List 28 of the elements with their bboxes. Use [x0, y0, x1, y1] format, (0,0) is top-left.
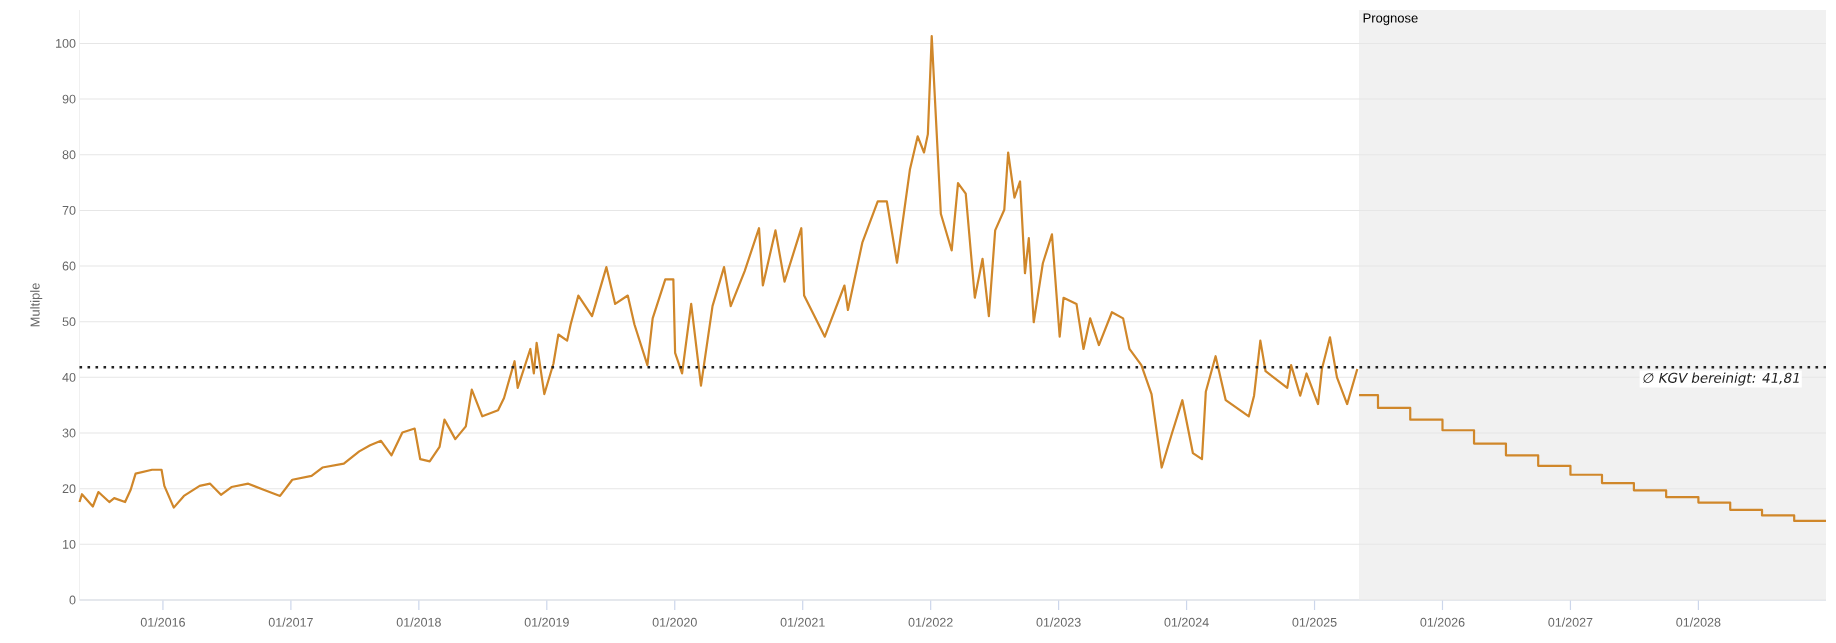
- x-tick-label: 01/2027: [1548, 617, 1593, 627]
- band-label: Prognose: [1363, 13, 1418, 26]
- y-tick-label: 10: [63, 539, 76, 549]
- y-axis-title: Multiple: [30, 283, 43, 327]
- line-series: [78, 35, 1359, 509]
- x-tick-label: 01/2026: [1420, 617, 1465, 627]
- x-tick-label: 01/2018: [396, 617, 441, 627]
- y-tick-label: 0: [69, 595, 76, 605]
- x-tick-label: 01/2023: [1036, 617, 1081, 627]
- ref-line-label: ∅ KGV bereinigt: 41,81: [1642, 372, 1799, 386]
- y-tick-label: 80: [62, 150, 76, 160]
- x-tick-label: 01/2016: [140, 617, 185, 627]
- x-tick-label: 01/2024: [1164, 617, 1209, 627]
- y-tick-label: 40: [62, 372, 76, 382]
- x-tick-label: 01/2017: [268, 617, 313, 627]
- x-tick-label: 01/2022: [908, 617, 953, 627]
- y-tick-label: 100: [56, 38, 76, 48]
- y-tick-label: 70: [62, 205, 76, 215]
- y-tick-label: 60: [62, 261, 76, 271]
- x-tick-label: 01/2025: [1292, 617, 1337, 627]
- x-tick-label: 01/2021: [780, 617, 825, 627]
- y-tick-label: 50: [62, 317, 76, 327]
- x-tick-label: 01/2019: [524, 617, 569, 627]
- x-tick-label: 01/2020: [652, 617, 697, 627]
- x-tick-label: 01/2028: [1676, 617, 1721, 627]
- y-tick-label: 30: [62, 428, 76, 438]
- y-tick-label: 90: [62, 94, 76, 104]
- y-tick-label: 20: [62, 484, 76, 494]
